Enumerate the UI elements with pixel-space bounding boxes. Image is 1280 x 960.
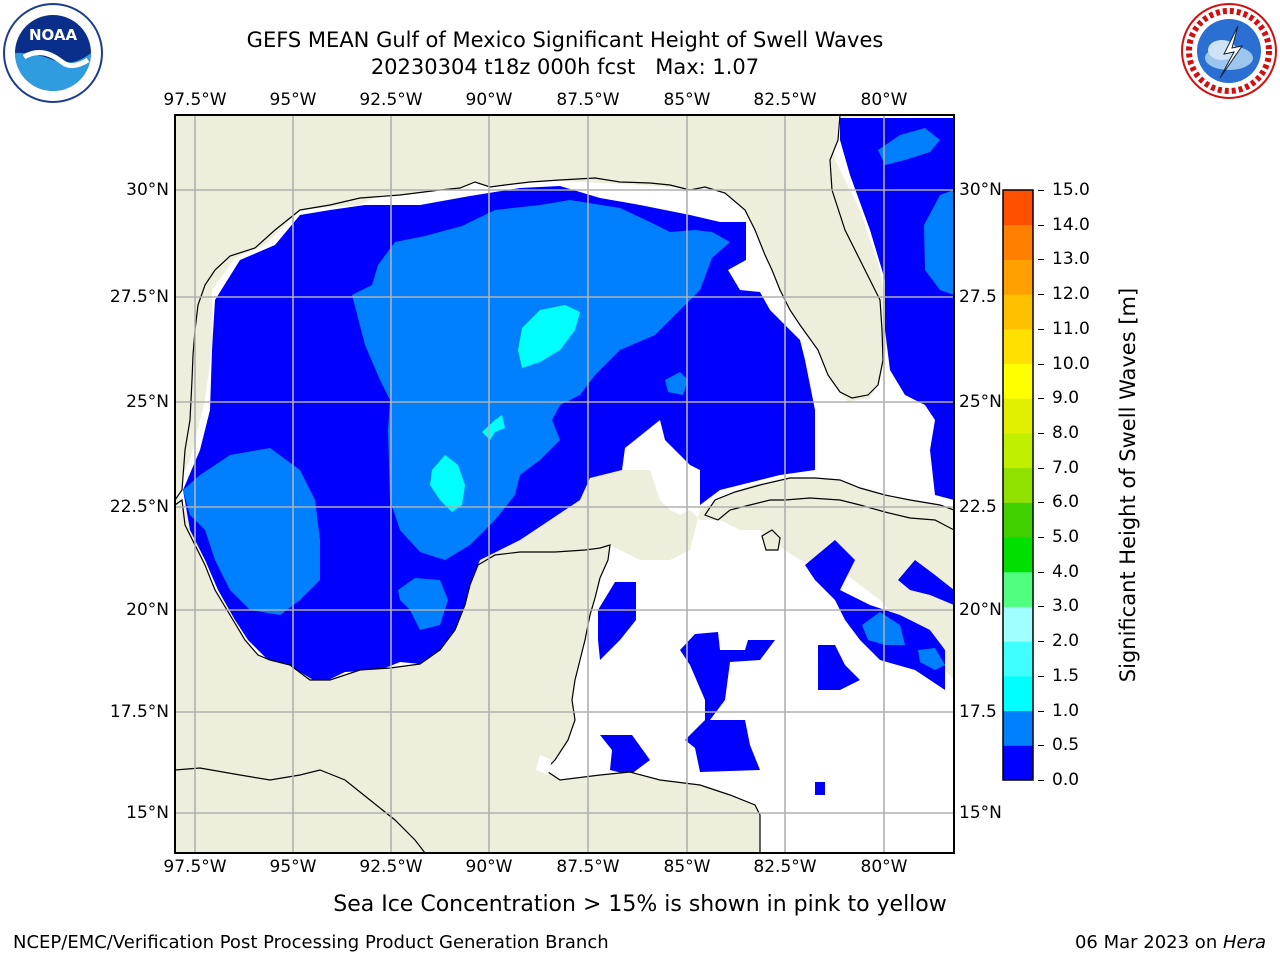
lat-label-left: 17.5°N [109, 702, 169, 722]
colorbar-tick-label: 4.0 [1037, 561, 1080, 582]
lon-label-top: 80°W [860, 90, 908, 110]
colorbar-tick-label: 1.5 [1037, 665, 1080, 686]
footer-right: 06 Mar 2023 on Hera [1075, 932, 1266, 953]
colorbar-segment [1003, 502, 1033, 538]
colorbar-tick-label: 0.5 [1037, 735, 1080, 756]
lat-label-left: 25°N [126, 392, 169, 412]
lon-label-top: 82.5°W [753, 90, 817, 110]
colorbar-segment [1003, 537, 1033, 573]
coastline-us [175, 115, 884, 502]
colorbar-segment [1003, 432, 1033, 469]
lat-label-right: 25°N [959, 392, 1002, 412]
lat-label-right: 20°N [959, 600, 1002, 620]
lon-label-bottom: 92.5°W [359, 857, 423, 877]
lon-label-top: 85°W [663, 90, 711, 110]
colorbar-tick-label: 9.0 [1037, 388, 1080, 409]
island-youth [761, 529, 781, 551]
colorbar-label: Significant Height of Swell Waves [m] [1116, 287, 1140, 683]
lon-label-top: 97.5°W [163, 90, 227, 110]
colorbar-segment [1003, 606, 1033, 642]
colorbar-tick-label: 5.0 [1037, 527, 1080, 548]
colorbar-tick-label: 11.0 [1038, 318, 1090, 339]
footer-left: NCEP/EMC/Verification Post Processing Pr… [13, 932, 609, 953]
lon-label-bottom: 82.5°W [753, 857, 817, 877]
nws-logo-icon [1180, 2, 1278, 100]
footer-machine: Hera [1222, 932, 1266, 953]
colorbar-segment [1003, 467, 1033, 503]
chart-title: GEFS MEAN Gulf of Mexico Significant Hei… [246, 28, 884, 52]
colorbar-tick-label: 3.0 [1037, 596, 1080, 617]
lon-label-bottom: 87.5°W [556, 857, 620, 877]
colorbar-segment [1003, 328, 1033, 365]
colorbar-segment [1003, 294, 1033, 330]
lon-label-bottom: 80°W [860, 857, 908, 877]
colorbar-tick-label: 0.0 [1037, 770, 1080, 790]
colorbar-segment [1003, 710, 1033, 746]
colorbar-frame [1002, 189, 1034, 781]
colorbar-tick-label: 12.0 [1038, 284, 1090, 305]
colorbar [1002, 189, 1034, 781]
lon-label-bottom: 90°W [465, 857, 513, 877]
colorbar-segment [1003, 398, 1033, 434]
coastline-cuba [704, 477, 954, 531]
colorbar-segment [1003, 675, 1033, 712]
noaa-logo-icon: NOAA [2, 2, 104, 104]
lon-label-bottom: 95°W [269, 857, 317, 877]
graticule [175, 115, 954, 853]
lat-label-left: 22.5°N [109, 497, 169, 517]
colorbar-segment [1003, 641, 1033, 677]
colorbar-tick-label: 6.0 [1037, 492, 1080, 513]
lat-label-right: 27.5 [959, 287, 997, 307]
colorbar-tick-label: 1.0 [1037, 700, 1080, 721]
colorbar-tick-label: 2.0 [1037, 631, 1080, 652]
lat-label-right: 15°N [959, 803, 1002, 823]
lon-label-bottom: 97.5°W [163, 857, 227, 877]
colorbar-tick-label: 7.0 [1037, 457, 1080, 478]
colorbar-segment [1003, 363, 1033, 399]
colorbar-tick-label: 10.0 [1038, 353, 1090, 374]
lon-label-top: 92.5°W [359, 90, 423, 110]
lat-label-left: 27.5°N [109, 287, 169, 307]
colorbar-tick-label: 14.0 [1038, 214, 1090, 235]
lat-label-left: 15°N [126, 803, 169, 823]
lon-label-top: 87.5°W [556, 90, 620, 110]
noaa-logo-text: NOAA [29, 26, 78, 44]
colorbar-segment [1003, 571, 1033, 607]
swell-band-1.0-1.5 [518, 305, 580, 368]
lat-label-left: 20°N [126, 600, 169, 620]
colorbar-tick-label: 13.0 [1038, 249, 1090, 270]
lat-label-right: 17.5 [959, 702, 997, 722]
colorbar-tick-label: 8.0 [1037, 422, 1080, 443]
lat-label-right: 30°N [959, 180, 1002, 200]
colorbar-segment [1003, 190, 1033, 226]
colorbar-segment [1003, 745, 1033, 781]
colorbar-segment [1003, 259, 1033, 295]
chart-subtitle: 20230304 t18z 000h fcst Max: 1.07 [370, 55, 760, 79]
lon-label-top: 90°W [465, 90, 513, 110]
lat-label-right: 22.5 [959, 497, 997, 517]
lon-label-top: 95°W [269, 90, 317, 110]
lat-label-left: 30°N [126, 180, 169, 200]
sea-ice-note: Sea Ice Concentration > 15% is shown in … [333, 892, 947, 917]
lon-label-bottom: 85°W [663, 857, 711, 877]
footer-date: 06 Mar 2023 on [1074, 932, 1223, 953]
colorbar-segment [1003, 224, 1033, 260]
colorbar-tick-label: 15.0 [1038, 180, 1090, 200]
map-frame [174, 114, 955, 854]
